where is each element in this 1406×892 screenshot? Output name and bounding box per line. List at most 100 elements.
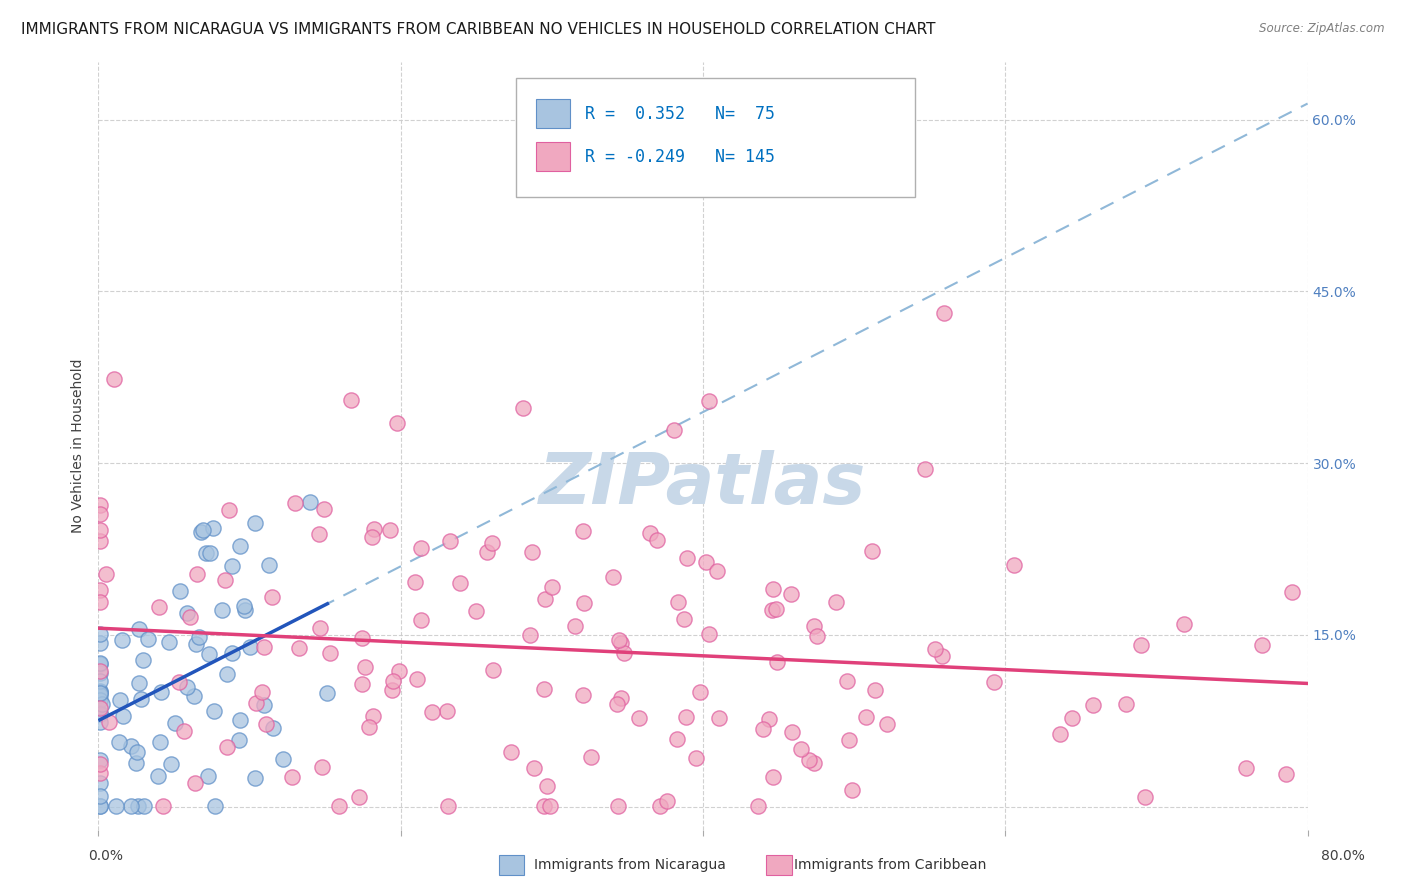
Point <box>157 635 180 649</box>
Text: Source: ZipAtlas.com: Source: ZipAtlas.com <box>1260 22 1385 36</box>
Point <box>232 599 254 613</box>
Point <box>673 612 696 626</box>
Point <box>284 496 307 510</box>
Point <box>627 711 650 725</box>
Point <box>797 753 820 767</box>
Point <box>762 770 785 784</box>
Point <box>89 656 111 670</box>
FancyBboxPatch shape <box>516 78 915 197</box>
Point <box>176 680 198 694</box>
Point <box>361 708 384 723</box>
Point <box>89 685 111 699</box>
Point <box>475 545 498 559</box>
Point <box>108 735 131 749</box>
Point <box>89 636 111 650</box>
Point <box>129 692 152 706</box>
Point <box>312 502 335 516</box>
Point <box>89 594 111 608</box>
Text: R =  0.352   N=  75: R = 0.352 N= 75 <box>585 105 775 123</box>
Point <box>183 775 205 789</box>
Point <box>103 372 125 386</box>
Point <box>1115 698 1137 712</box>
Point <box>824 594 846 608</box>
Point <box>533 798 555 813</box>
Point <box>160 757 183 772</box>
Point <box>125 745 148 759</box>
Point <box>761 603 783 617</box>
Point <box>765 602 787 616</box>
Point <box>250 685 273 699</box>
Point <box>214 573 236 587</box>
Point <box>91 697 114 711</box>
Point <box>152 798 174 813</box>
Point <box>218 502 240 516</box>
Point <box>215 667 238 681</box>
Point <box>758 712 780 726</box>
Point <box>522 544 544 558</box>
Point <box>378 523 401 537</box>
Point <box>184 637 207 651</box>
Point <box>1281 585 1303 599</box>
Point <box>790 742 813 756</box>
Point <box>273 752 295 766</box>
Point <box>179 609 201 624</box>
Point <box>924 642 946 657</box>
Point <box>183 689 205 703</box>
Point <box>89 686 111 700</box>
Point <box>1060 711 1083 725</box>
Point <box>89 523 111 537</box>
Point <box>610 691 633 706</box>
Point <box>676 550 699 565</box>
Point <box>1274 766 1296 780</box>
Point <box>983 675 1005 690</box>
Point <box>89 715 111 730</box>
Point <box>409 541 432 555</box>
Point <box>762 582 785 597</box>
Point <box>436 704 458 718</box>
Point <box>806 629 828 643</box>
Point <box>132 798 155 813</box>
Point <box>914 462 936 476</box>
Point <box>645 533 668 547</box>
Point <box>382 674 405 689</box>
Point <box>780 587 803 601</box>
Point <box>574 596 596 610</box>
Point <box>752 722 775 736</box>
Point <box>838 732 860 747</box>
Point <box>538 798 561 813</box>
Point <box>695 555 717 569</box>
Point <box>190 525 212 540</box>
Point <box>298 495 321 509</box>
Point <box>308 526 330 541</box>
Point <box>707 711 730 725</box>
Point <box>803 618 825 632</box>
Point <box>167 674 190 689</box>
Text: 80.0%: 80.0% <box>1320 849 1365 863</box>
Point <box>202 705 225 719</box>
Point <box>89 666 111 681</box>
Point <box>675 710 697 724</box>
Point <box>110 693 132 707</box>
Point <box>665 731 688 746</box>
Point <box>89 798 111 813</box>
Point <box>201 520 224 534</box>
Point <box>120 739 142 753</box>
Point <box>89 583 111 598</box>
Point <box>128 622 150 636</box>
Point <box>111 708 134 723</box>
Point <box>512 401 534 415</box>
Point <box>217 739 239 754</box>
Point <box>579 750 602 764</box>
Point <box>176 607 198 621</box>
Point <box>564 618 586 632</box>
Point <box>860 544 883 558</box>
Point <box>863 683 886 698</box>
Point <box>464 604 486 618</box>
Point <box>257 558 280 572</box>
Point <box>89 498 111 512</box>
Point <box>352 677 374 691</box>
Bar <box>536 142 569 171</box>
Point <box>239 640 262 655</box>
Point <box>689 685 711 699</box>
Point <box>89 776 111 790</box>
